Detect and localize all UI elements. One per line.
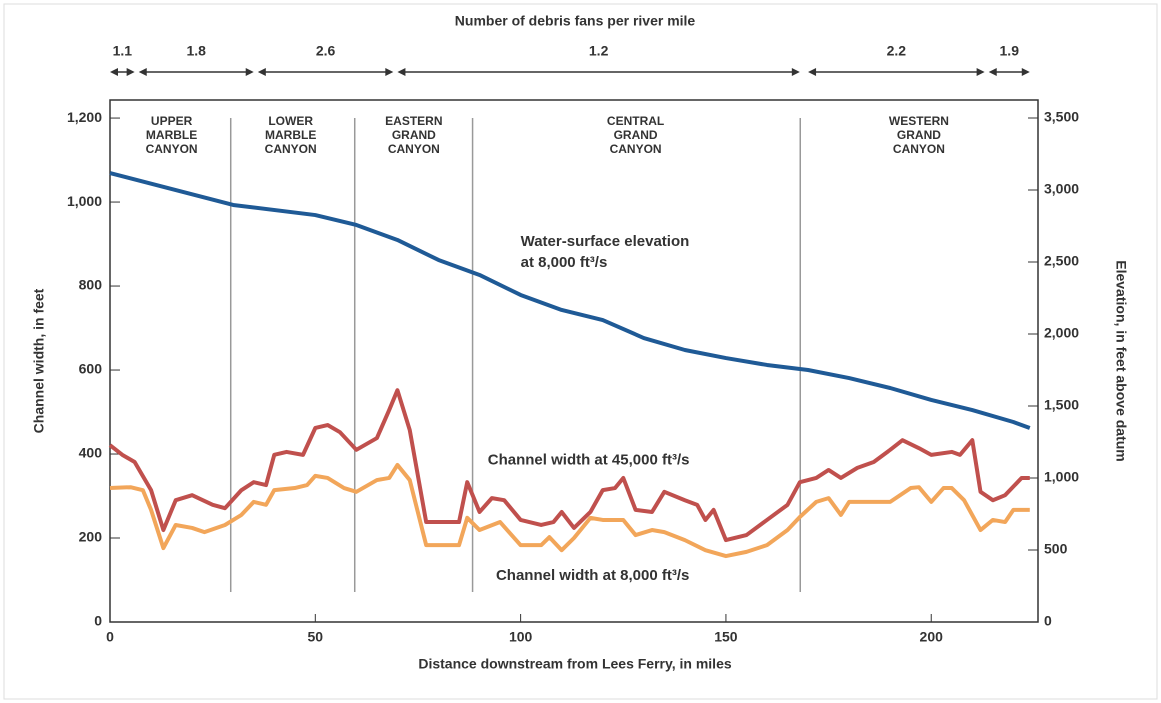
reach-label: GRAND (614, 128, 658, 142)
y-axis-label: Channel width, in feet (31, 288, 47, 433)
y-tick-label: 800 (79, 277, 103, 293)
x-tick-label: 50 (308, 629, 324, 645)
series-line (108, 388, 1030, 543)
y2-tick-label: 2,500 (1044, 253, 1079, 269)
y2-axis-label: Elevation, in feet above datum (1113, 260, 1129, 462)
x-tick-label: 200 (920, 629, 944, 645)
y2-tick-label: 1,500 (1044, 397, 1079, 413)
debris-label: 2.6 (316, 43, 336, 59)
reach-label: GRAND (392, 128, 436, 142)
reach-label: CANYON (265, 142, 317, 156)
y2-tick-label: 1,000 (1044, 469, 1079, 485)
annotation: Channel width at 8,000 ft³/s (496, 567, 689, 584)
top-title: Number of debris fans per river mile (455, 13, 696, 29)
reach-label: CANYON (893, 142, 945, 156)
debris-label: 1.8 (186, 43, 206, 59)
reach-label: CANYON (610, 142, 662, 156)
y-tick-label: 1,000 (67, 193, 102, 209)
x-tick-label: 100 (509, 629, 533, 645)
reach-label: EASTERN (385, 114, 442, 128)
y2-tick-label: 3,000 (1044, 181, 1079, 197)
y-tick-label: 600 (79, 361, 103, 377)
reach-label: MARBLE (146, 128, 197, 142)
reach-label: WESTERN (889, 114, 949, 128)
frame (3, 3, 1158, 700)
y-tick-label: 400 (79, 445, 103, 461)
reach-label: CENTRAL (607, 114, 664, 128)
y-tick-label: 1,200 (67, 109, 102, 125)
reach-label: UPPER (151, 114, 193, 128)
annotation: at 8,000 ft³/s (521, 254, 608, 271)
reach-label: MARBLE (265, 128, 316, 142)
y-tick-label: 200 (79, 529, 103, 545)
y-tick-label: 0 (94, 613, 102, 629)
x-tick-label: 0 (106, 629, 114, 645)
annotation: Water-surface elevation (521, 233, 690, 250)
x-axis-label: Distance downstream from Lees Ferry, in … (418, 656, 732, 672)
debris-label: 1.9 (1000, 43, 1020, 59)
debris-label: 2.2 (887, 43, 907, 59)
y2-tick-label: 2,000 (1044, 325, 1079, 341)
arrow-head (110, 68, 135, 76)
series-line (109, 171, 1031, 430)
reach-label: GRAND (897, 128, 941, 142)
debris-label: 1.1 (113, 43, 133, 59)
y2-tick-label: 3,500 (1044, 109, 1079, 125)
reach-label: CANYON (388, 142, 440, 156)
debris-label: 1.2 (589, 43, 609, 59)
reach-label: LOWER (268, 114, 313, 128)
x-tick-label: 150 (714, 629, 738, 645)
plot-area (109, 99, 1039, 623)
y2-tick-label: 500 (1044, 541, 1068, 557)
series-line (109, 462, 1030, 559)
annotation: Channel width at 45,000 ft³/s (488, 451, 690, 468)
y2-tick-label: 0 (1044, 613, 1052, 629)
reach-label: CANYON (146, 142, 198, 156)
